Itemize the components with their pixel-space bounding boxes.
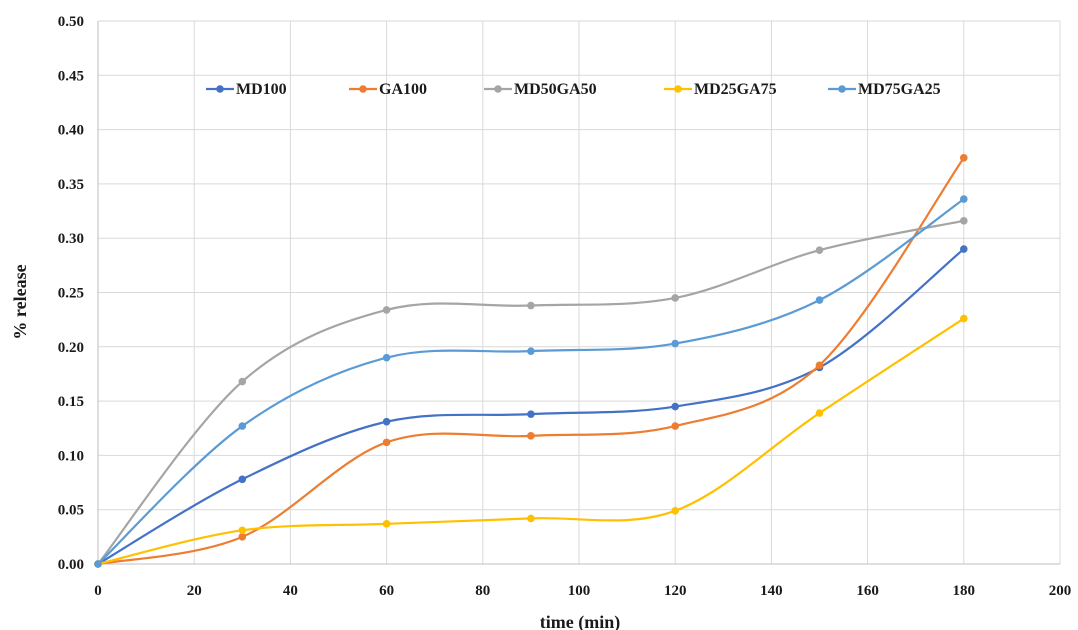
data-point	[815, 409, 824, 417]
y-tick-label: 0.45	[58, 68, 84, 84]
legend-item-md25ga75: MD25GA75	[664, 81, 777, 98]
data-point	[671, 422, 679, 430]
y-tick-label: 0.30	[58, 231, 84, 247]
data-point	[671, 506, 679, 515]
data-point	[382, 438, 391, 447]
series-line	[97, 219, 965, 565]
data-point	[527, 301, 535, 310]
x-tick-label: 80	[475, 583, 490, 599]
x-tick-label: 100	[568, 583, 591, 599]
grid	[98, 20, 1061, 564]
legend-label: MD25GA75	[694, 81, 777, 98]
series-line	[97, 157, 965, 566]
legend-item-ga100: GA100	[349, 81, 427, 98]
data-point	[960, 195, 968, 203]
x-tick-label: 40	[283, 583, 298, 599]
y-tick-label: 0.50	[58, 14, 84, 30]
legend: MD100 GA100 MD50GA50 MD25GA75 MD75GA25	[206, 81, 941, 98]
data-point	[527, 347, 535, 355]
y-tick-label: 0.00	[58, 557, 84, 573]
y-axis-title: % release	[10, 264, 30, 339]
legend-label: MD100	[236, 81, 287, 98]
legend-label: MD50GA50	[514, 81, 597, 98]
x-axis-title: time (min)	[540, 612, 620, 630]
data-point	[815, 246, 824, 254]
legend-label: MD75GA25	[858, 81, 941, 98]
data-point	[671, 294, 679, 302]
x-tick-label: 120	[664, 583, 687, 599]
legend-label: GA100	[379, 81, 427, 98]
data-point	[382, 417, 391, 426]
legend-swatch-marker	[838, 85, 846, 93]
data-point	[238, 526, 247, 535]
series-md75ga25	[94, 195, 968, 568]
series-line	[97, 317, 965, 566]
legend-swatch-marker	[674, 85, 682, 93]
data-point	[238, 475, 247, 484]
data-point	[238, 422, 247, 430]
x-tick-label: 160	[856, 583, 879, 599]
data-point	[527, 514, 535, 523]
data-point	[382, 306, 391, 314]
legend-item-md100: MD100	[206, 81, 287, 98]
data-point	[960, 217, 968, 225]
y-tick-label: 0.15	[58, 394, 84, 410]
x-tick-label: 200	[1049, 583, 1072, 599]
y-tick-label: 0.25	[58, 286, 84, 302]
series-lines	[94, 154, 968, 568]
data-point	[382, 520, 391, 528]
y-tick-label: 0.10	[58, 448, 84, 464]
data-point	[382, 353, 391, 362]
data-point	[527, 410, 535, 418]
x-tick-label: 180	[953, 583, 976, 599]
legend-item-md50ga50: MD50GA50	[484, 81, 597, 98]
y-tick-label: 0.35	[58, 177, 84, 193]
data-point	[238, 377, 247, 386]
data-point	[671, 402, 679, 411]
x-tick-label: 0	[94, 583, 102, 599]
x-tick-label: 60	[379, 583, 394, 599]
data-point	[527, 432, 535, 440]
data-point	[960, 245, 968, 253]
y-tick-label: 0.40	[58, 123, 84, 139]
axes: 0.00 0.05 0.10 0.15 0.20 0.25 0.30 0.35 0.40 0.45…	[58, 14, 1072, 599]
series-ga100	[94, 154, 968, 568]
y-tick-label: 0.05	[58, 503, 84, 519]
legend-swatch-marker	[494, 85, 502, 93]
y-tick-label: 0.20	[58, 340, 84, 356]
legend-item-md75ga25: MD75GA25	[828, 81, 941, 98]
data-point	[960, 154, 968, 162]
data-point	[94, 560, 102, 568]
data-point	[960, 314, 968, 323]
data-point	[671, 339, 679, 348]
x-tick-label: 20	[187, 583, 202, 599]
data-point	[815, 296, 824, 304]
data-point	[815, 361, 824, 370]
legend-swatch-marker	[216, 85, 224, 93]
data-point	[238, 533, 247, 541]
legend-swatch-marker	[359, 85, 367, 93]
x-tick-label: 140	[760, 583, 783, 599]
